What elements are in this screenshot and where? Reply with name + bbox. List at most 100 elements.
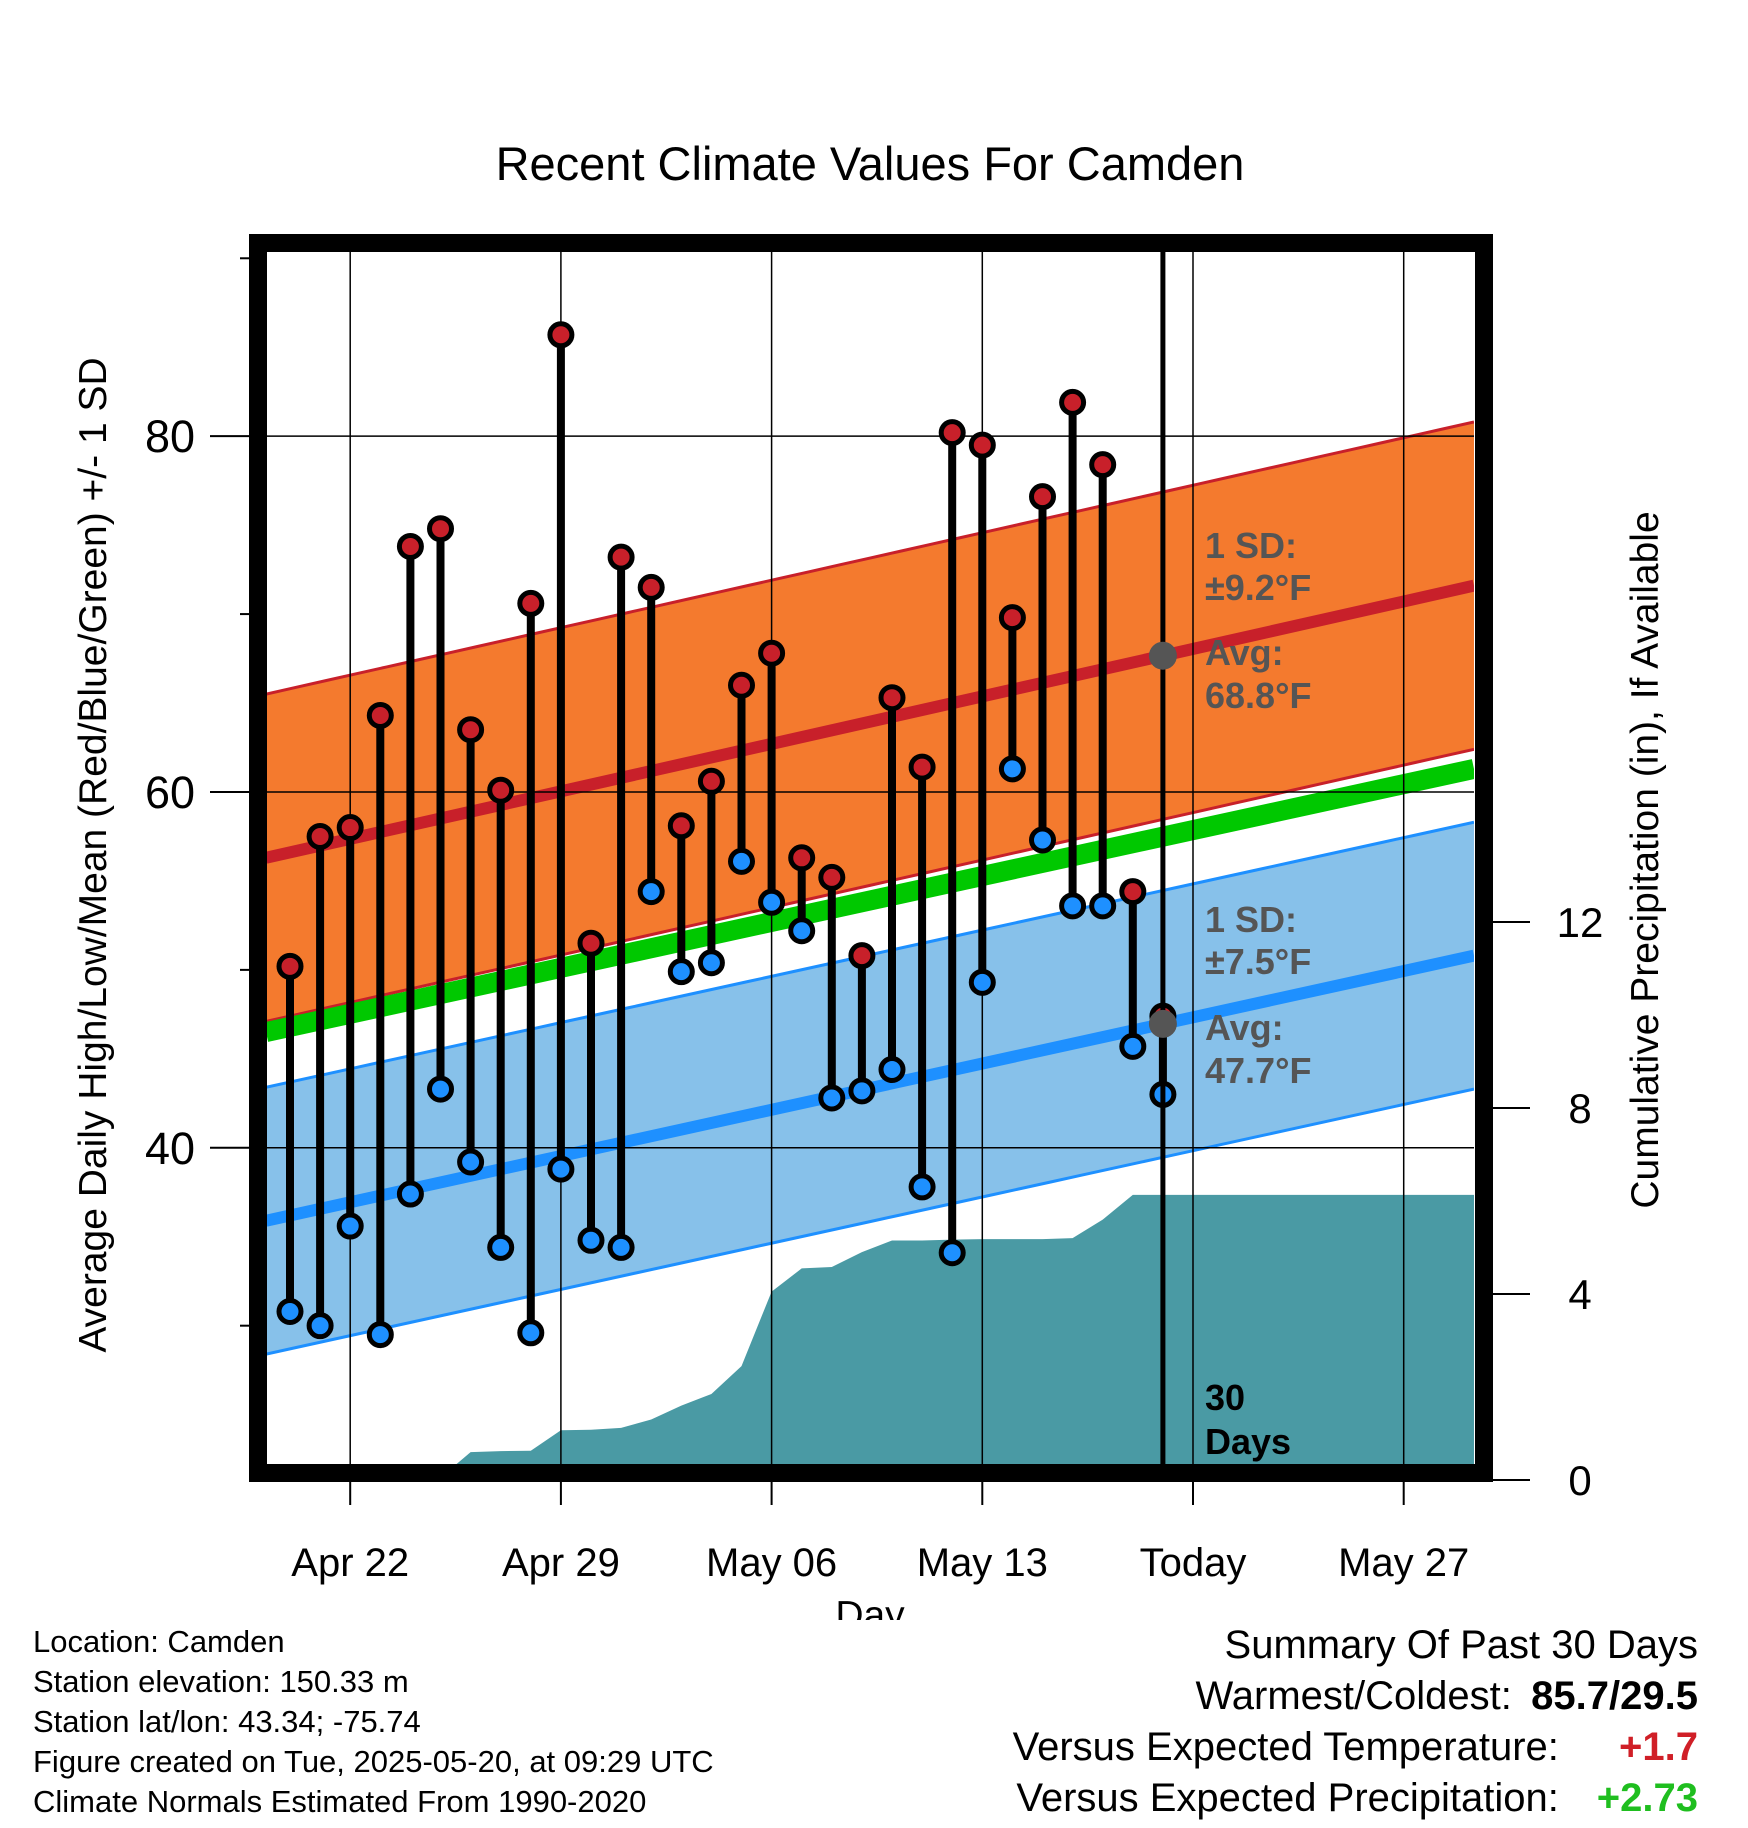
warmest-label: Warmest/Coldest: <box>1195 1674 1512 1718</box>
high-point <box>818 863 846 891</box>
high-point <box>547 321 575 349</box>
high-point <box>306 822 334 850</box>
high-point <box>998 604 1026 632</box>
low-point <box>577 1226 605 1254</box>
high-point <box>637 573 665 601</box>
high-sd-band-upper <box>266 420 1474 696</box>
high-point <box>457 716 485 744</box>
low-point <box>547 1155 575 1183</box>
y2-tick-label: 8 <box>1568 1085 1591 1132</box>
x-axis-label: Day <box>835 1594 905 1620</box>
low-point <box>758 888 786 916</box>
high-point <box>788 844 816 872</box>
high-point <box>878 684 906 712</box>
y2-tick-label: 0 <box>1568 1457 1591 1504</box>
summary-panel: Summary Of Past 30 Days Warmest/Coldest:… <box>1013 1620 1698 1824</box>
low-point <box>637 878 665 906</box>
low-point <box>487 1233 515 1261</box>
high-point <box>336 814 364 842</box>
y-tick-label: 40 <box>145 1123 195 1174</box>
precipitation-area <box>448 1194 1474 1471</box>
low-point <box>848 1077 876 1105</box>
low-point <box>728 847 755 875</box>
low-point <box>908 1173 936 1201</box>
y-tick-label: 80 <box>145 411 195 462</box>
low-point <box>818 1084 846 1112</box>
temp-value: +1.7 <box>1619 1725 1698 1769</box>
climate-chart: Recent Climate Values For Camden 1 SD:±9… <box>72 137 1667 1620</box>
high-point <box>968 431 996 459</box>
warmest-row: Warmest/Coldest: 85.7/29.5 <box>1013 1671 1699 1722</box>
high-point <box>758 639 786 667</box>
x-tick-label: May 13 <box>917 1541 1048 1585</box>
high-sd-value: ±9.2°F <box>1205 567 1311 608</box>
today-days-count: 30 <box>1205 1377 1245 1418</box>
y-tick-label: 60 <box>145 767 195 818</box>
y2-tick-label: 4 <box>1568 1271 1591 1318</box>
high-point <box>667 812 695 840</box>
temp-label: Versus Expected Temperature: <box>1012 1725 1559 1769</box>
low-avg-label: Avg: <box>1205 1007 1284 1048</box>
station-info: Location: Camden Station elevation: 150.… <box>33 1622 714 1822</box>
x-tick-label: Apr 29 <box>502 1541 620 1585</box>
high-point <box>396 532 424 560</box>
low-point <box>336 1212 364 1240</box>
x-tick-label: Today <box>1140 1541 1247 1585</box>
normals-text: Climate Normals Estimated From 1990-2020 <box>33 1784 647 1819</box>
high-sd-label: 1 SD: <box>1205 525 1297 566</box>
low-point <box>396 1180 424 1208</box>
high-point <box>366 701 394 729</box>
low-point <box>276 1297 304 1325</box>
high-point <box>908 753 936 781</box>
low-sd-value: ±7.5°F <box>1205 941 1311 982</box>
high-avg-value: 68.8°F <box>1205 675 1311 716</box>
low-point <box>366 1321 394 1349</box>
high-point <box>938 419 966 447</box>
x-tick-label: May 27 <box>1338 1541 1469 1585</box>
temp-row: Versus Expected Temperature: +1.7 <box>1013 1722 1698 1773</box>
high-point <box>487 776 515 804</box>
high-point <box>517 589 545 617</box>
today-days-label: Days <box>1205 1421 1291 1462</box>
low-point <box>607 1233 635 1261</box>
high-point <box>607 543 635 571</box>
summary-title: Summary Of Past 30 Days <box>1224 1623 1698 1667</box>
x-tick-label: May 06 <box>706 1541 837 1585</box>
low-point <box>1119 1032 1147 1060</box>
elevation-text: Station elevation: 150.33 m <box>33 1664 409 1699</box>
low-sd-label: 1 SD: <box>1205 899 1297 940</box>
low-point <box>697 949 725 977</box>
low-point <box>306 1312 334 1340</box>
low-point <box>938 1239 966 1267</box>
high-point <box>697 767 725 795</box>
x-tick-label: Apr 22 <box>291 1541 409 1585</box>
high-point <box>1119 878 1147 906</box>
y-axis-label: Average Daily High/Low/Mean (Red/Blue/Gr… <box>72 357 115 1352</box>
location-text: Location: Camden <box>33 1624 285 1659</box>
precip-row: Versus Expected Precipitation: +2.73 <box>1013 1773 1698 1824</box>
high-point <box>728 671 755 699</box>
high-point <box>276 952 304 980</box>
high-point <box>848 942 876 970</box>
low-point <box>517 1319 545 1347</box>
chart-title: Recent Climate Values For Camden <box>496 137 1245 190</box>
precip-label: Versus Expected Precipitation: <box>1016 1776 1559 1820</box>
high-point <box>1089 451 1117 479</box>
low-point <box>1059 892 1087 920</box>
latlon-text: Station lat/lon: 43.34; -75.74 <box>33 1704 421 1739</box>
low-point <box>1029 826 1056 854</box>
high-avg-label: Avg: <box>1205 632 1284 673</box>
low-point <box>427 1075 454 1103</box>
created-text: Figure created on Tue, 2025-05-20, at 09… <box>33 1744 714 1779</box>
today-high-avg-dot <box>1148 641 1177 670</box>
plot-frame <box>249 234 1493 1482</box>
y2-tick-label: 12 <box>1557 899 1604 946</box>
low-point <box>1089 892 1117 920</box>
high-point <box>1059 388 1087 416</box>
precip-value: +2.73 <box>1596 1776 1698 1820</box>
low-point <box>878 1056 906 1084</box>
low-point <box>788 917 816 945</box>
low-point <box>968 968 996 996</box>
today-low-avg-dot <box>1148 1009 1177 1038</box>
low-point <box>998 755 1026 783</box>
